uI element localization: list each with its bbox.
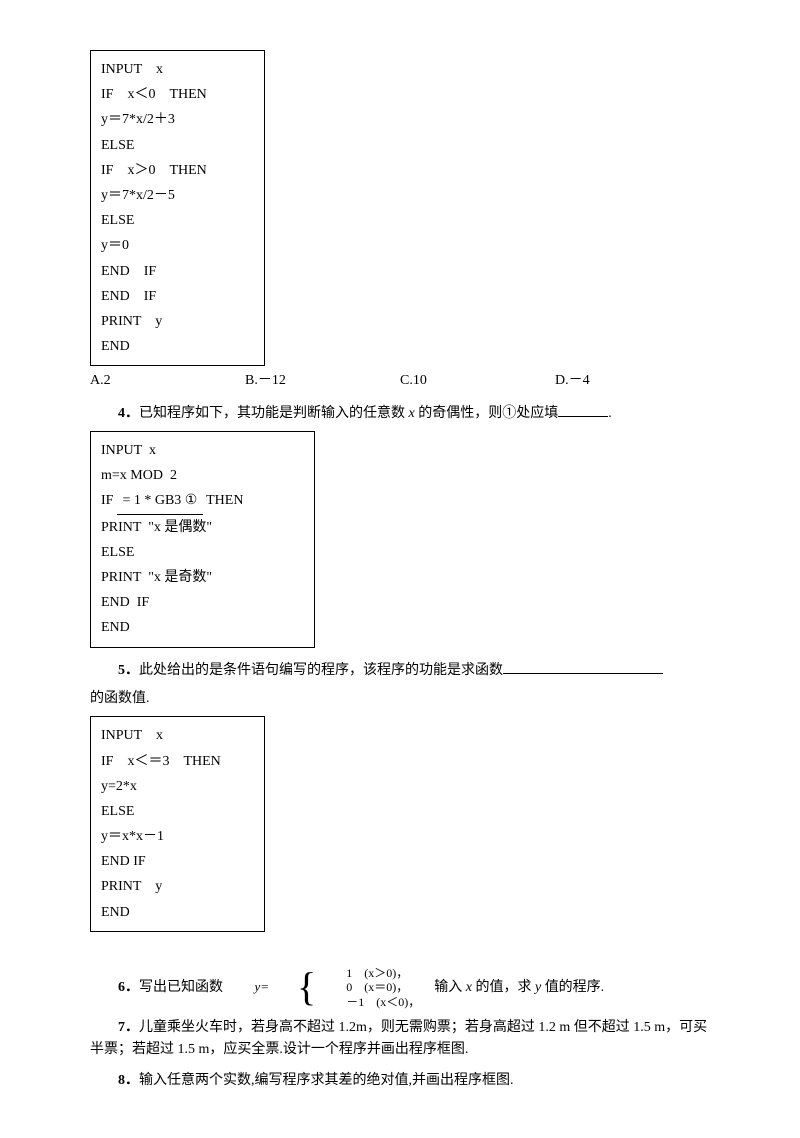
code-line: END — [101, 900, 254, 925]
option-c: C.10 — [400, 370, 555, 392]
underlined-blank: = 1 * GB3 ① — [117, 488, 203, 514]
question-7: 7．儿童乘坐火车时，若身高不超过 1.2m，则无需购票；若身高超过 1.2 m … — [90, 1017, 710, 1062]
code-line: INPUT x — [101, 438, 304, 463]
code-line: y=2*x — [101, 774, 254, 799]
code-line: ELSE — [101, 799, 254, 824]
code-line: ELSE — [101, 208, 254, 233]
code-box-1: INPUT x IF x＜0 THEN y＝7*x/2＋3 ELSE IF x＞… — [90, 50, 265, 366]
code-line: IF x＞0 THEN — [101, 158, 254, 183]
option-a: A.2 — [90, 370, 245, 392]
code-line: INPUT x — [101, 723, 254, 748]
code-line: INPUT x — [101, 57, 254, 82]
y-equals: y= — [227, 977, 270, 998]
cases: 1 (x＞0)， 0 (x＝0)， －1 (x＜0)， — [318, 966, 420, 1009]
answer-options: A.2 B.－12 C.10 D.－4 — [90, 370, 710, 392]
question-label: 6． — [118, 980, 139, 995]
question-text: 的值，求 — [472, 980, 535, 995]
code-line: PRINT y — [101, 874, 254, 899]
code-line: END — [101, 334, 254, 359]
code-line: END IF — [101, 259, 254, 284]
question-text: 此处给出的是条件语句编写的程序，该程序的功能是求函数 — [139, 663, 503, 678]
question-label: 5． — [118, 663, 139, 678]
question-label: 8． — [118, 1073, 139, 1088]
period: . — [608, 406, 612, 421]
blank-fill — [503, 660, 663, 674]
question-label: 4． — [118, 406, 139, 421]
question-text: 已知程序如下，其功能是判断输入的任意数 — [139, 406, 409, 421]
question-4: 4．已知程序如下，其功能是判断输入的任意数 x 的奇偶性，则①处应填. — [90, 403, 710, 425]
question-5-line2: 的函数值. — [90, 688, 710, 710]
code-line: PRINT "x 是奇数" — [101, 565, 304, 590]
code-line: IF x＜0 THEN — [101, 82, 254, 107]
piecewise-function: y= { 1 (x＞0)， 0 (x＝0)， －1 (x＜0)， — [227, 966, 421, 1009]
code-line: END IF — [101, 284, 254, 309]
question-text: 的奇偶性，则①处应填 — [415, 406, 559, 421]
code-line: PRINT y — [101, 309, 254, 334]
case-3: －1 (x＜0)， — [318, 995, 420, 1009]
code-line: ELSE — [101, 133, 254, 158]
question-text: 儿童乘坐火车时，若身高不超过 1.2m，则无需购票；若身高超过 1.2 m 但不… — [90, 1020, 707, 1057]
option-d: D.－4 — [555, 370, 710, 392]
blank-fill — [558, 403, 608, 417]
code-line: y＝7*x/2＋3 — [101, 107, 254, 132]
case-2: 0 (x＝0)， — [318, 980, 420, 994]
code-line: PRINT "x 是偶数" — [101, 515, 304, 540]
code-box-3: INPUT x IF x＜＝3 THEN y=2*x ELSE y＝x*x－1 … — [90, 716, 265, 932]
question-text: 值的程序. — [541, 980, 604, 995]
code-text: THEN — [203, 493, 244, 508]
code-line: END IF — [101, 849, 254, 874]
case-1: 1 (x＞0)， — [318, 966, 420, 980]
code-line: m=x MOD 2 — [101, 463, 304, 488]
question-label: 7． — [118, 1020, 139, 1035]
question-6: 6．写出已知函数 y= { 1 (x＞0)， 0 (x＝0)， －1 (x＜0)… — [90, 966, 710, 1009]
option-b: B.－12 — [245, 370, 400, 392]
code-line: END — [101, 615, 304, 640]
question-text: 输入任意两个实数,编写程序求其差的绝对值,并画出程序框图. — [139, 1073, 514, 1088]
question-text: 写出已知函数 — [139, 980, 223, 995]
question-5: 5．此处给出的是条件语句编写的程序，该程序的功能是求函数 — [90, 660, 710, 682]
code-line: IF x＜＝3 THEN — [101, 749, 254, 774]
code-text: IF — [101, 493, 117, 508]
question-text: 输入 — [420, 980, 466, 995]
code-line: y＝0 — [101, 233, 254, 258]
left-brace-icon: { — [269, 967, 316, 1007]
code-line: END IF — [101, 590, 304, 615]
code-box-2: INPUT x m=x MOD 2 IF = 1 * GB3 ① THEN PR… — [90, 431, 315, 648]
question-8: 8．输入任意两个实数,编写程序求其差的绝对值,并画出程序框图. — [90, 1070, 710, 1092]
code-line: y＝x*x－1 — [101, 824, 254, 849]
code-line: y＝7*x/2－5 — [101, 183, 254, 208]
code-line: IF = 1 * GB3 ① THEN — [101, 488, 304, 514]
code-line: ELSE — [101, 540, 304, 565]
